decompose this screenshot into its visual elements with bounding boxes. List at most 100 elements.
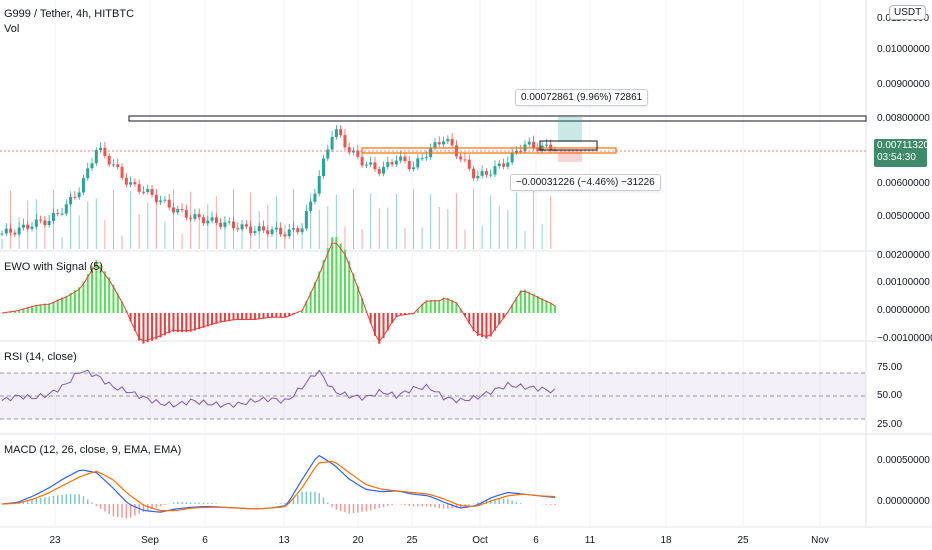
- current-price-value: 0.00711320: [877, 140, 930, 151]
- time-tick-label: Sep: [141, 535, 159, 546]
- long-stop-zone[interactable]: [558, 150, 582, 162]
- candle-body: [133, 182, 137, 185]
- candle-body: [356, 150, 360, 157]
- candle-body: [201, 217, 205, 224]
- candle-body: [43, 220, 47, 226]
- candle-body: [219, 222, 223, 227]
- candle-body: [116, 164, 120, 167]
- macd-signal-line: [1, 460, 556, 512]
- candle-body: [107, 155, 111, 165]
- ewo-title[interactable]: EWO with Signal (5): [4, 261, 104, 273]
- candle-body: [141, 191, 145, 193]
- candle-body: [442, 141, 446, 145]
- candle-body: [0, 233, 4, 235]
- candle-body: [544, 144, 548, 146]
- price-tick-label: 0.00600000: [877, 178, 930, 189]
- indicator-tick-label: 0.00000000: [877, 305, 930, 316]
- candle-body: [223, 222, 227, 227]
- candle-body: [510, 152, 514, 163]
- candle-body: [253, 231, 257, 234]
- candle-body: [51, 212, 55, 221]
- candle-body: [450, 139, 454, 146]
- candle-body: [497, 163, 501, 167]
- macd-histogram: [5, 491, 556, 519]
- candle-body: [292, 228, 296, 230]
- candle-body: [257, 226, 261, 232]
- candle-body: [137, 184, 141, 192]
- candle-body: [274, 227, 278, 230]
- candle-body: [493, 166, 497, 175]
- candle-body: [296, 228, 300, 233]
- indicator-tick-label: 0.00100000: [877, 277, 930, 288]
- candle-body: [514, 150, 518, 153]
- long-target-zone[interactable]: [558, 117, 582, 142]
- target-label[interactable]: 0.00072861 (9.96%) 72861: [515, 89, 649, 106]
- candle-body: [364, 164, 368, 166]
- price-tick-label: 0.00900000: [877, 79, 930, 90]
- stop-label[interactable]: −0.00031226 (−4.46%) −31226: [510, 174, 661, 191]
- candle-body: [352, 150, 356, 153]
- candle-body: [227, 221, 231, 223]
- candle-body: [360, 156, 364, 166]
- candle-body: [4, 228, 8, 234]
- currency-button[interactable]: USDT: [889, 5, 927, 20]
- candle-body: [412, 167, 416, 170]
- rsi-title[interactable]: RSI (14, close): [4, 351, 77, 363]
- candle-body: [489, 174, 493, 176]
- candle-body: [339, 129, 343, 136]
- candle-body: [270, 229, 274, 235]
- long-entry-box[interactable]: [539, 140, 598, 151]
- time-tick-label: 18: [660, 535, 672, 546]
- time-tick-label: 11: [585, 535, 596, 546]
- candle-body: [386, 162, 390, 167]
- resistance-zone[interactable]: [128, 115, 867, 122]
- candle-body: [236, 228, 240, 230]
- candle-body: [99, 147, 103, 151]
- candle-body: [266, 230, 270, 235]
- candle-body: [240, 224, 244, 230]
- price-axis[interactable]: 0.011000000.010000000.009000000.00800000…: [877, 13, 932, 507]
- time-tick-label: 13: [278, 535, 290, 546]
- support-zone[interactable]: [361, 147, 617, 154]
- price-tick-label: 0.00500000: [877, 211, 930, 222]
- candle-body: [184, 210, 188, 218]
- candle-body: [287, 229, 291, 237]
- macd-title[interactable]: MACD (12, 26, close, 9, EMA, EMA): [4, 444, 182, 456]
- vertical-grid: [54, 0, 821, 527]
- candle-body: [472, 168, 476, 179]
- candle-body: [34, 219, 38, 227]
- candle-body: [394, 160, 398, 165]
- volume-label[interactable]: Vol: [4, 23, 20, 35]
- candle-body: [150, 189, 154, 195]
- candle-body: [279, 227, 283, 235]
- candle-body: [231, 221, 235, 229]
- time-axis[interactable]: 23 Sep 6 13 20 25 Oct 6 11 18 25 Nov: [49, 535, 828, 546]
- candle-body: [86, 168, 90, 179]
- candle-body: [163, 199, 167, 201]
- candle-body: [463, 159, 467, 161]
- candle-body: [180, 209, 184, 211]
- symbol-title[interactable]: G999 / Tether, 4h, HITBTC: [4, 8, 135, 20]
- candle-body: [189, 217, 193, 219]
- candle-body: [433, 142, 437, 148]
- candle-body: [171, 207, 175, 213]
- candle-body: [30, 226, 34, 229]
- candle-body: [129, 182, 133, 185]
- candle-body: [210, 217, 214, 221]
- candle-body: [304, 210, 308, 229]
- candle-body: [326, 149, 330, 159]
- candle-body: [146, 189, 150, 193]
- candle-body: [322, 158, 326, 177]
- candle-body: [347, 147, 351, 153]
- indicator-tick-label: −0.00100000: [877, 333, 932, 344]
- indicator-tick-label: 0.00200000: [877, 250, 930, 261]
- time-tick-label: Nov: [811, 535, 829, 546]
- candle-body: [369, 162, 373, 165]
- candle-body: [527, 141, 531, 145]
- candle-body: [330, 137, 334, 150]
- candle-body: [407, 160, 411, 170]
- candle-body: [283, 234, 287, 237]
- candle-body: [154, 194, 158, 203]
- candle-body: [124, 177, 128, 185]
